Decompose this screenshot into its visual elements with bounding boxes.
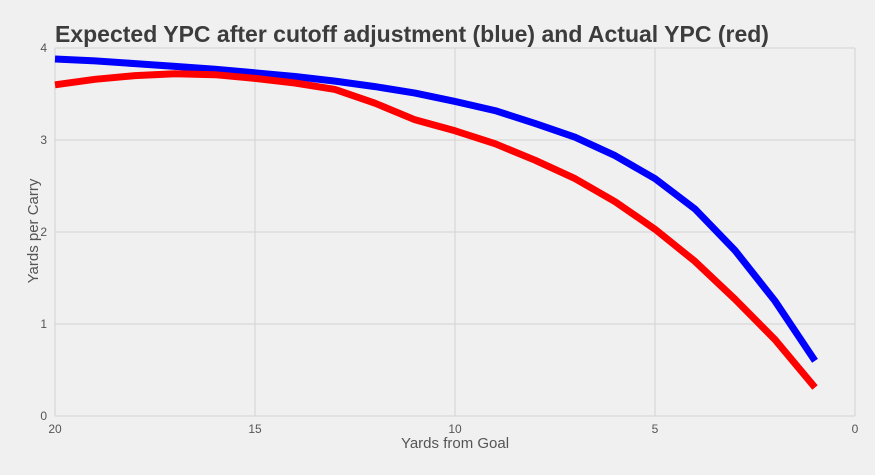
series-line-expected-ypc: [54, 55, 818, 363]
series-line-actual-ypc: [54, 70, 818, 390]
y-tick-label: 4: [40, 41, 47, 55]
x-tick-label: 20: [48, 422, 62, 436]
x-tick-label: 5: [652, 422, 659, 436]
x-tick-label: 0: [852, 422, 859, 436]
y-tick-label: 2: [40, 225, 47, 239]
x-axis-title: Yards from Goal: [401, 435, 509, 452]
y-tick-label: 0: [40, 409, 47, 423]
y-axis-title: Yards per Carry: [25, 178, 42, 283]
series-lines: [54, 55, 818, 390]
x-tick-label: 10: [448, 422, 462, 436]
x-tick-label: 15: [248, 422, 262, 436]
tick-labels: 20 15 10 5 0 0 1 2 3 4: [40, 41, 858, 436]
y-tick-label: 1: [40, 317, 47, 331]
y-tick-label: 3: [40, 133, 47, 147]
grid-lines: [54, 47, 856, 417]
chart-title: Expected YPC after cutoff adjustment (bl…: [55, 21, 769, 47]
